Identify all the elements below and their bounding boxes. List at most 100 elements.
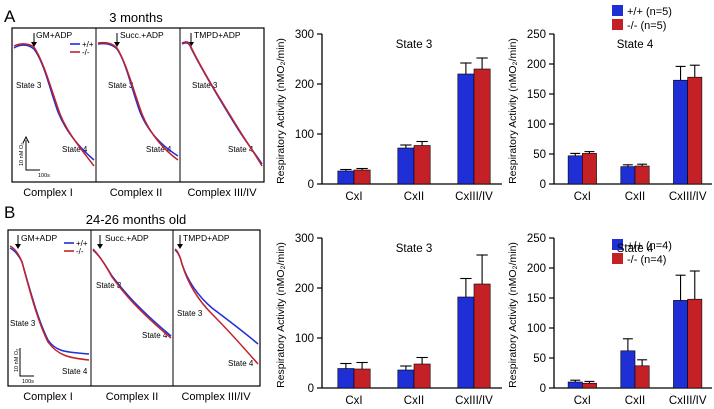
y-tick-label: 0 [308, 383, 314, 395]
x-tick-label: CxII [625, 395, 645, 407]
scale-bar [25, 140, 40, 171]
trace-frame [7, 229, 261, 387]
y-tick-label: 150 [527, 89, 546, 101]
y-axis-label: Respiratory Activity (nMO₂/min) [507, 38, 519, 184]
trace-ko [9, 245, 90, 361]
scale-x-label: 100s [22, 379, 34, 385]
y-tick-label: 200 [295, 283, 314, 295]
bar-wt [673, 300, 688, 389]
substrate-label: TMPD+ADP [183, 233, 230, 243]
bar-ko [687, 76, 703, 185]
bar-wt [337, 170, 355, 185]
y-axis-label: Respiratory Activity (nMO₂/min) [275, 242, 287, 388]
bar-ko [687, 298, 703, 389]
state4-label: State 4 [62, 145, 88, 154]
state3-label: State 3 [192, 81, 218, 90]
state3-label: State 3 [177, 309, 203, 318]
bar-ko [473, 283, 491, 389]
x-tick-label: CxIII/IV [669, 191, 707, 203]
bar-ko [634, 365, 650, 389]
trace-wt [97, 42, 179, 157]
bar-wt [397, 147, 415, 185]
y-tick-label: 200 [527, 59, 546, 71]
arrow-down-icon [114, 42, 120, 47]
panel-a-letter: A [4, 7, 16, 26]
bar-wt [567, 381, 583, 389]
substrate-label: GM+ADP [36, 30, 72, 40]
complex-label: Complex III/IV [181, 391, 251, 403]
legend-label-wt: +/+ (n=5) [627, 6, 672, 18]
state4-label: State 4 [228, 145, 254, 154]
y-tick-label: 250 [527, 29, 546, 41]
y-tick-label: 100 [527, 119, 546, 131]
substrate-label: TMPD+ADP [194, 30, 241, 40]
bar-chart-3: 0 100 200 300 Respiratory Activity (nMO₂/min… [275, 233, 502, 407]
panel-b-title: 24-26 months old [86, 212, 186, 227]
trace-frame [11, 27, 265, 183]
y-tick-label: 200 [295, 79, 314, 91]
y-axis-label: Respiratory Activity (nMO₂/min) [275, 38, 287, 184]
panel-a-title: 3 months [109, 10, 163, 25]
arrow-up-icon [22, 135, 30, 144]
x-tick-label: CxI [345, 395, 362, 407]
substrate-label: Succ.+ADP [120, 30, 164, 40]
y-tick-label: 100 [295, 333, 314, 345]
x-tick-label: CxIII/IV [455, 191, 493, 203]
bar-ko [353, 368, 371, 389]
bar-ko [473, 68, 491, 185]
bar-ko [582, 153, 597, 185]
chart-title: State 3 [396, 39, 432, 51]
bar-wt [457, 73, 475, 185]
panel-b: B 24-26 months old GM+ADP +/+ -/- State … [4, 203, 672, 403]
y-tick-label: 150 [527, 293, 546, 305]
bar-chart-1: 0 100 200 300 Respiratory Activity (nMO₂/min… [275, 29, 502, 203]
state3-label: State 3 [96, 281, 122, 290]
y-tick-label: 250 [527, 233, 546, 245]
state4-label: State 4 [228, 359, 254, 368]
bar-wt [620, 350, 636, 389]
trace-ko [92, 248, 172, 339]
y-tick-label: 50 [533, 149, 546, 161]
x-tick-label: CxII [625, 191, 645, 203]
panel-b-letter: B [4, 203, 15, 222]
trace-ko [181, 41, 263, 167]
y-tick-label: 300 [295, 29, 314, 41]
legend-label-wt: +/+ (n=4) [627, 240, 672, 252]
state3-label: State 3 [10, 319, 36, 328]
x-tick-label: CxI [574, 395, 591, 407]
legend-label-ko: -/- (n=5) [627, 20, 666, 32]
scale-y-label: 10 nM O₂ [19, 143, 25, 166]
bar-wt [567, 155, 583, 185]
state3-label: State 3 [16, 81, 42, 90]
trace-wt [92, 249, 172, 337]
complex-label: Complex I [23, 391, 73, 403]
bar-ko [634, 165, 650, 185]
trace-legend-wt: +/+ [76, 239, 88, 248]
chart-title: State 4 [617, 39, 654, 51]
substrate-label: GM+ADP [21, 233, 57, 243]
trace-legend-ko: -/- [82, 48, 90, 57]
y-tick-label: 0 [540, 179, 546, 191]
bar-charts: 0 100 200 300 Respiratory Activity (nMO₂/min… [275, 29, 712, 407]
y-tick-label: 200 [527, 263, 546, 275]
bar-wt [620, 166, 636, 185]
y-tick-label: 300 [295, 233, 314, 245]
state4-label: State 4 [62, 367, 88, 376]
y-tick-label: 0 [540, 383, 546, 395]
state4-label: State 4 [142, 331, 168, 340]
x-tick-label: CxIII/IV [669, 395, 707, 407]
legend-swatch-wt [612, 5, 623, 16]
y-tick-label: 100 [295, 129, 314, 141]
state3-label: State 3 [108, 81, 134, 90]
complex-label: Complex III/IV [187, 187, 257, 199]
bar-ko [353, 169, 371, 185]
y-tick-label: 50 [533, 353, 546, 365]
x-tick-label: CxII [404, 191, 424, 203]
legend-swatch-wt [612, 239, 623, 250]
bar-wt [337, 368, 355, 389]
trace-legend-ko: -/- [76, 247, 84, 256]
x-tick-label: CxI [574, 191, 591, 203]
bar-ko [413, 145, 431, 185]
trace-ko [174, 248, 259, 365]
